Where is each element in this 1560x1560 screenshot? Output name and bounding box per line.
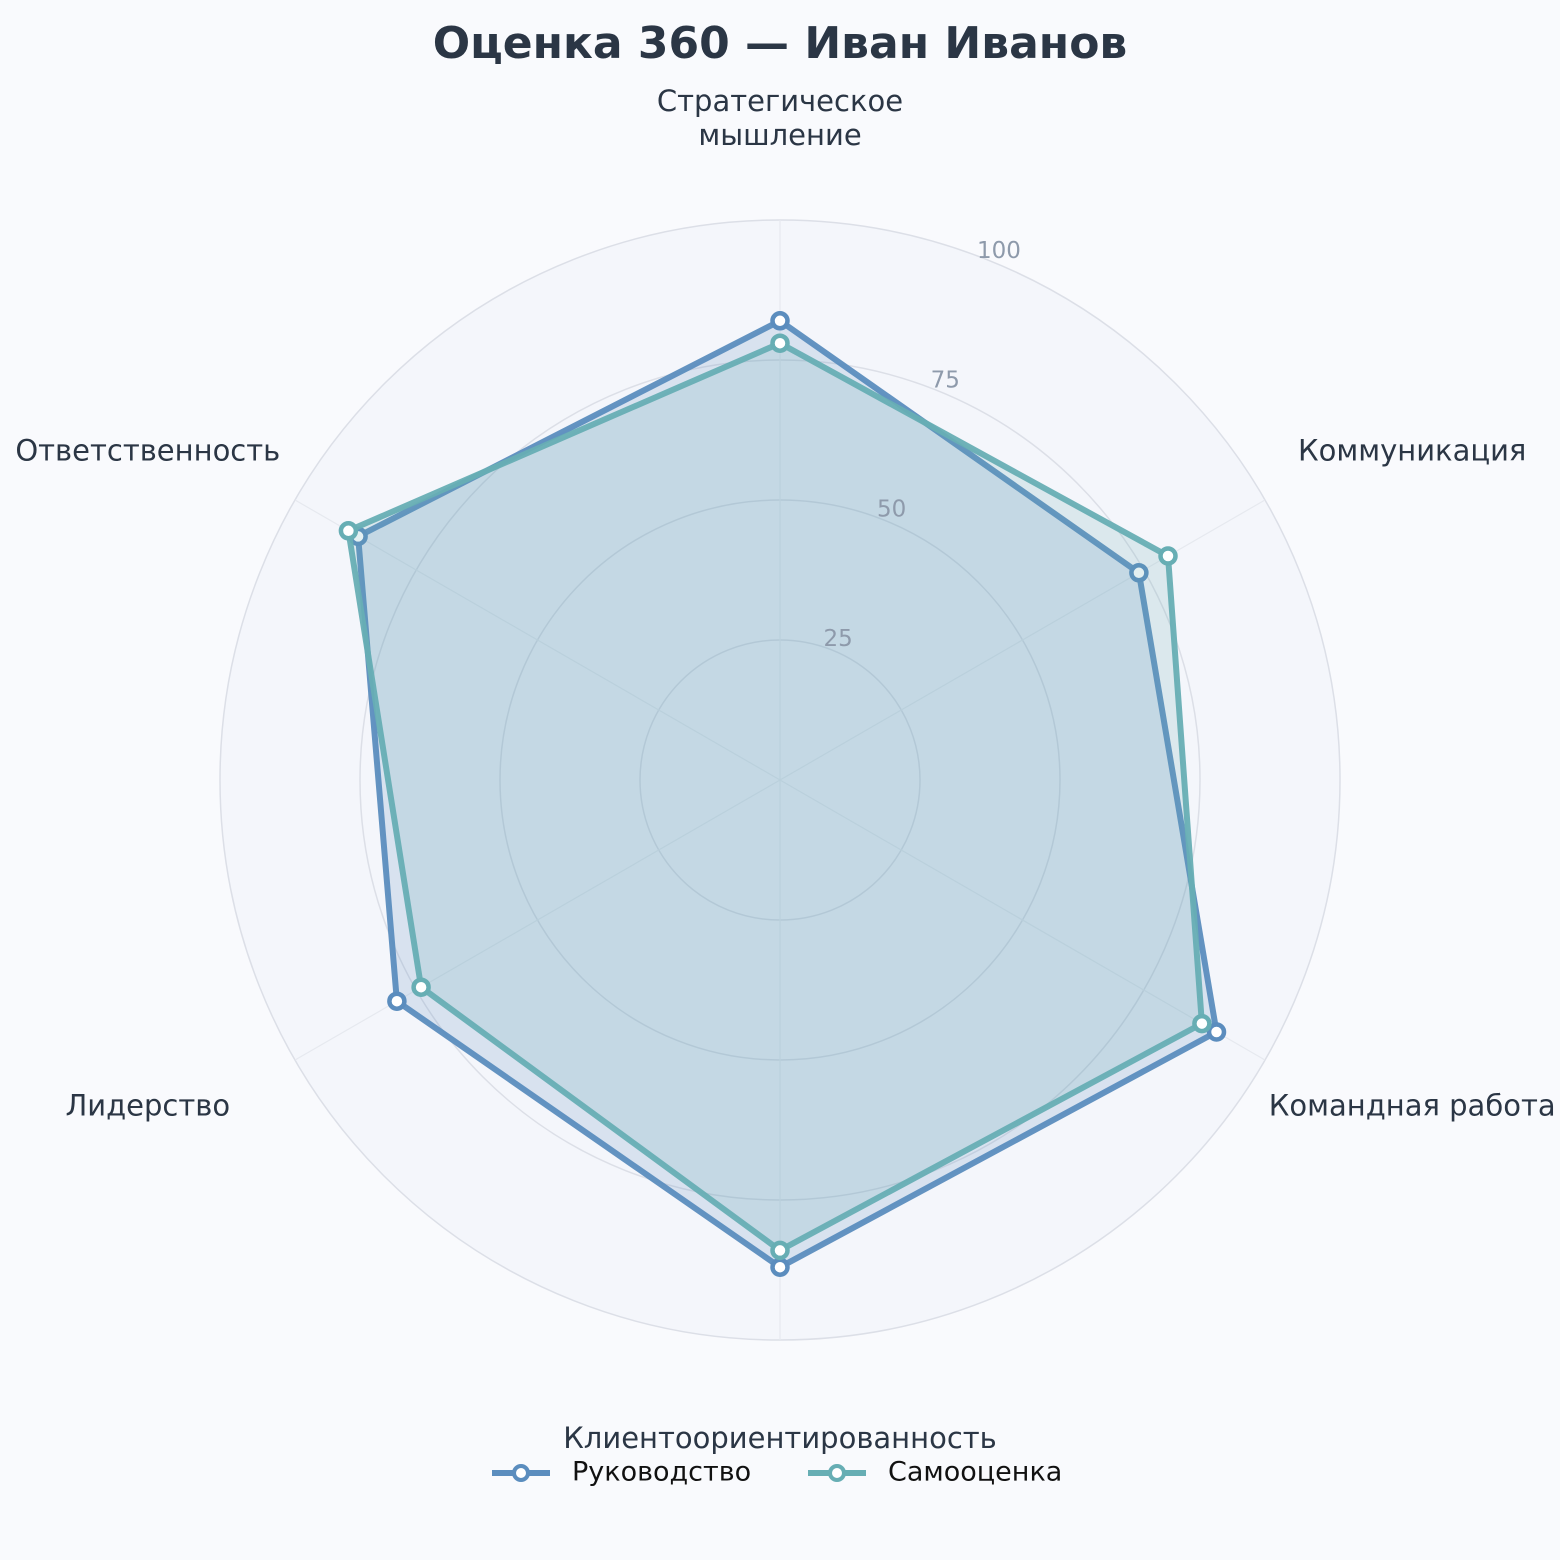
data-point <box>1129 563 1149 583</box>
radial-tick-label: 100 <box>977 238 1021 264</box>
legend-swatch-marker <box>828 1464 846 1482</box>
series-area <box>358 320 1217 1268</box>
axis-label: Командная работа <box>1269 1089 1556 1123</box>
axis-label: Коммуникация <box>1298 434 1526 468</box>
legend-label: Руководство <box>572 1457 751 1488</box>
grid-spoke <box>294 499 781 781</box>
radial-tick-label: 25 <box>824 626 853 652</box>
axis-label-line: Командная работа <box>1269 1089 1556 1123</box>
radar-series <box>338 311 1227 1277</box>
data-point <box>770 1257 790 1277</box>
data-point <box>1192 1013 1212 1034</box>
grid-spoke <box>779 499 1266 781</box>
data-point <box>411 977 431 997</box>
data-point <box>770 311 790 331</box>
axis-labels: 25 50 75 100 Стратегическое мышление Коммуника… <box>15 84 1555 1455</box>
grid-spoke <box>779 779 1266 1061</box>
series-area <box>348 343 1202 1251</box>
legend-swatch-marker <box>512 1464 530 1482</box>
legend-label: Самооценка <box>888 1457 1062 1488</box>
radial-tick-label: 75 <box>931 367 960 393</box>
data-point <box>1158 546 1178 566</box>
axis-label: Ответственность <box>15 434 280 468</box>
data-point <box>770 1240 790 1261</box>
axis-label-line: Лидерство <box>65 1089 230 1123</box>
data-point <box>1206 1022 1227 1042</box>
axis-label-line: мышление <box>698 118 861 152</box>
axis-label-line: Клиентоориентированность <box>563 1421 997 1455</box>
axis-label: Стратегическое мышление <box>657 84 903 152</box>
axis-label-line: Коммуникация <box>1298 434 1526 468</box>
axis-label: Лидерство <box>65 1089 230 1123</box>
legend: Руководство Самооценка <box>492 1457 1062 1488</box>
chart-title: Оценка 360 — Иван Иванов <box>433 18 1128 69</box>
data-point <box>338 521 359 541</box>
axis-label-line: Стратегическое <box>657 84 903 118</box>
radial-tick-label: 50 <box>877 497 906 523</box>
data-point <box>770 333 790 353</box>
data-point <box>387 991 407 1011</box>
axis-label-line: Ответственность <box>15 434 280 468</box>
grid-spoke <box>294 779 781 1061</box>
axis-label: Клиентоориентированность <box>563 1421 997 1455</box>
